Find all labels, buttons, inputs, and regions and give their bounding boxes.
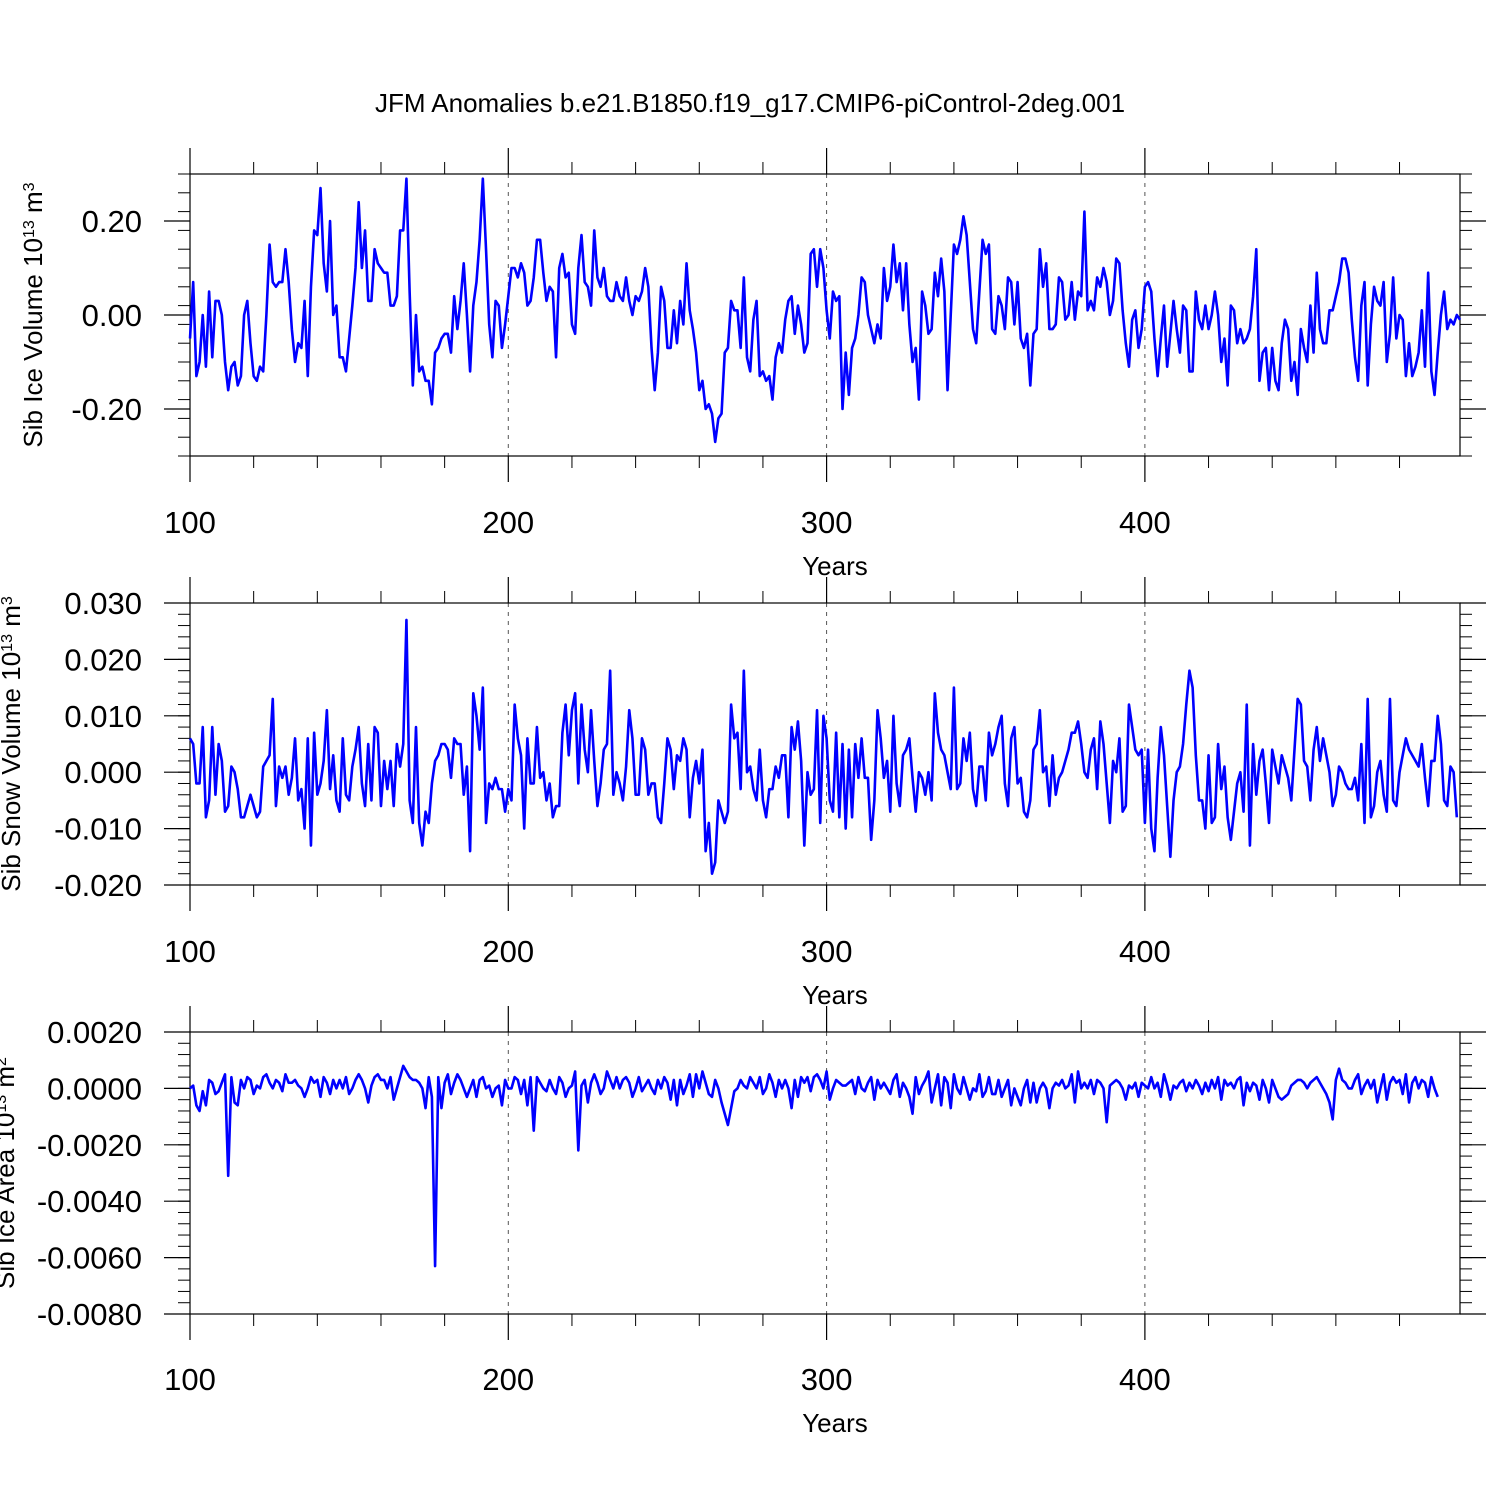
x-axis-label: Years [802, 1408, 868, 1438]
y-tick-label: -0.010 [54, 812, 142, 847]
y-tick-label: -0.0040 [37, 1184, 142, 1219]
x-tick-label: 400 [1119, 934, 1171, 969]
x-tick-label: 200 [482, 934, 534, 969]
y-tick-label: 0.00 [82, 298, 142, 333]
x-tick-label: 100 [164, 1362, 216, 1397]
x-tick-label: 200 [482, 1362, 534, 1397]
y-axis-label: Sib Ice Volume 1013 m3 [18, 182, 48, 447]
y-tick-label: 0.020 [64, 642, 142, 677]
x-axis-label: Years [802, 980, 868, 1010]
y-axis-label: Sib Snow Volume 1013 m3 [0, 596, 26, 892]
y-tick-label: 0.20 [82, 204, 142, 239]
y-tick-label: 0.0000 [47, 1071, 142, 1106]
plot-frame [189, 1031, 1461, 1315]
x-tick-label: 200 [482, 505, 534, 540]
x-tick-label: 300 [801, 505, 853, 540]
y-tick-label: 0.0020 [47, 1015, 142, 1050]
x-tick-label: 100 [164, 934, 216, 969]
series-line-1 [188, 177, 1462, 444]
y-tick-label: 0.030 [64, 586, 142, 621]
x-tick-label: 400 [1119, 505, 1171, 540]
y-tick-label: 0.000 [64, 755, 142, 790]
panel-2: -0.020 -0.010 0.000 0.010 0.020 0.030 100 200 30… [0, 577, 1486, 1010]
x-tick-label: 100 [164, 505, 216, 540]
x-tick-label: 300 [801, 1362, 853, 1397]
figure-title: JFM Anomalies b.e21.B1850.f19_g17.CMIP6-… [375, 88, 1125, 118]
y-axis-label: Sib Ice Area 1013 m2 [0, 1057, 20, 1289]
panel-1: -0.20 0.00 0.20 100 200 300 400 Years Sib Ice Vo… [18, 148, 1486, 581]
y-tick-label: 0.010 [64, 699, 142, 734]
plot-frame [189, 602, 1461, 886]
panel-3: -0.0080 -0.0060 -0.0040 -0.0020 0.0000 0.0020… [0, 1006, 1486, 1438]
y-tick-label: -0.020 [54, 868, 142, 903]
y-tick-label: -0.0080 [37, 1297, 142, 1332]
y-tick-label: -0.20 [71, 392, 142, 427]
series-line-1 [189, 1064, 1439, 1268]
y-tick-label: -0.0020 [37, 1128, 142, 1163]
x-tick-label: 300 [801, 934, 853, 969]
x-axis-label: Years [802, 551, 868, 581]
x-tick-label: 400 [1119, 1362, 1171, 1397]
y-tick-label: -0.0060 [37, 1241, 142, 1276]
series-line-1 [188, 618, 1459, 876]
panels: -0.20 0.00 0.20 100 200 300 400 Years Sib Ice Vo… [0, 148, 1486, 1438]
